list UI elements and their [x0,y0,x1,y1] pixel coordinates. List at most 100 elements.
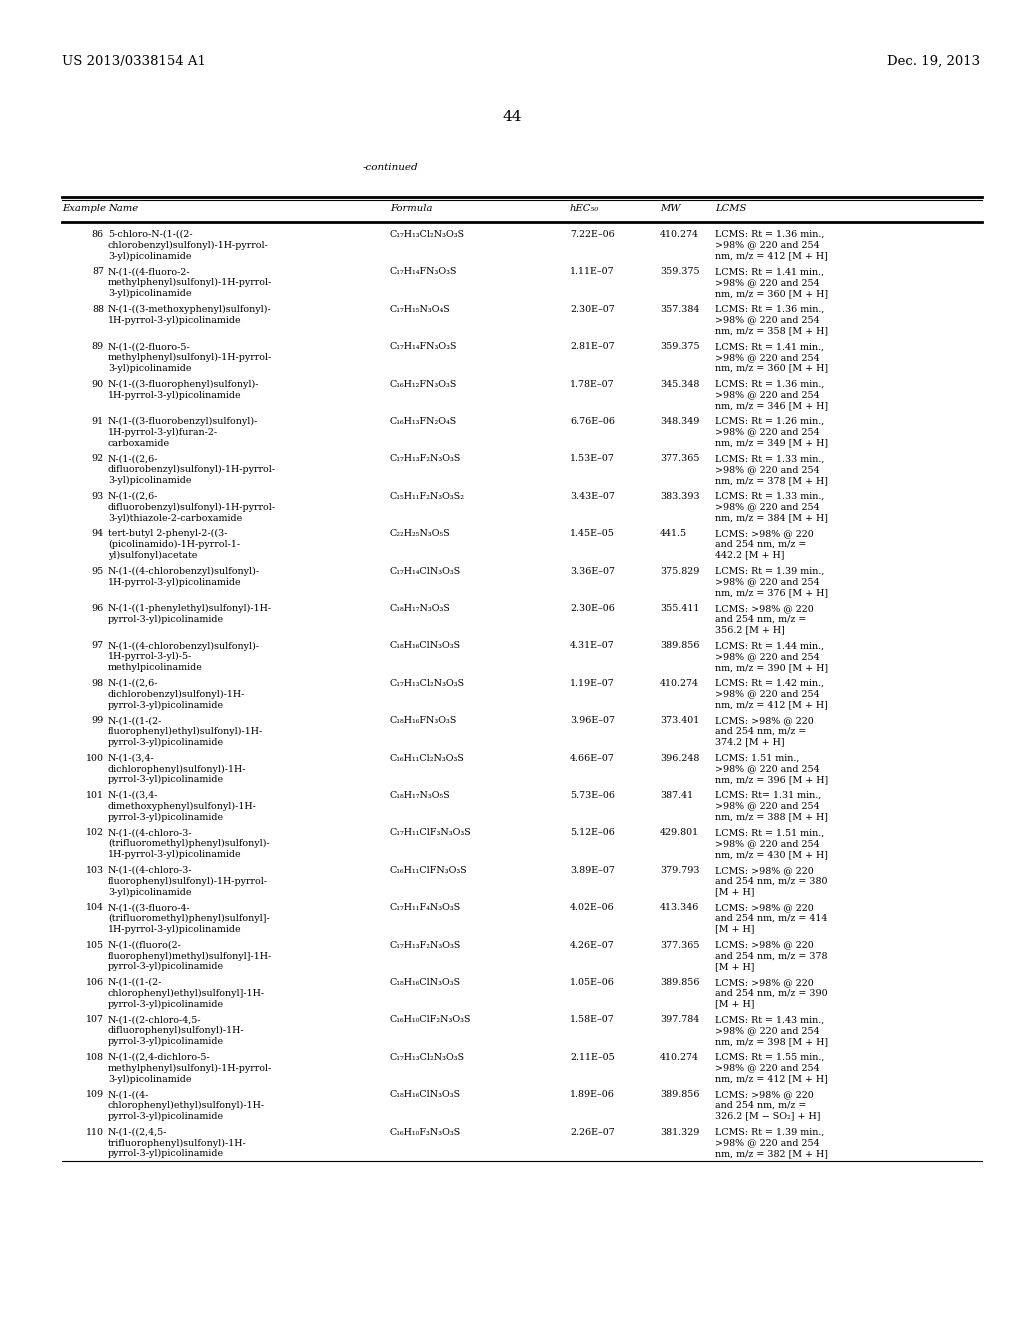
Text: C₁₆H₁₃FN₂O₄S: C₁₆H₁₃FN₂O₄S [390,417,458,426]
Text: LCMS: 1.51 min.,
>98% @ 220 and 254
nm, m/z = 396 [M + H]: LCMS: 1.51 min., >98% @ 220 and 254 nm, … [715,754,828,784]
Text: C₁₆H₁₁Cl₂N₃O₃S: C₁₆H₁₁Cl₂N₃O₃S [390,754,465,763]
Text: C₁₇H₁₁F₄N₃O₃S: C₁₇H₁₁F₄N₃O₃S [390,903,461,912]
Text: 6.76E–06: 6.76E–06 [570,417,615,426]
Text: C₁₇H₁₃Cl₂N₃O₃S: C₁₇H₁₃Cl₂N₃O₃S [390,1053,465,1061]
Text: LCMS: Rt= 1.31 min.,
>98% @ 220 and 254
nm, m/z = 388 [M + H]: LCMS: Rt= 1.31 min., >98% @ 220 and 254 … [715,791,828,821]
Text: 103: 103 [86,866,104,875]
Text: N-(1-((2,6-
difluorobenzyl)sulfonyl)-1H-pyrrol-
3-yl)thiazole-2-carboxamide: N-(1-((2,6- difluorobenzyl)sulfonyl)-1H-… [108,492,276,523]
Text: 98: 98 [92,678,104,688]
Text: 4.02E–06: 4.02E–06 [570,903,614,912]
Text: N-(1-((2-chloro-4,5-
difluorophenyl)sulfonyl)-1H-
pyrrol-3-yl)picolinamide: N-(1-((2-chloro-4,5- difluorophenyl)sulf… [108,1015,245,1047]
Text: C₁₇H₁₄ClN₃O₃S: C₁₇H₁₄ClN₃O₃S [390,566,461,576]
Text: N-(1-((4-chloro-3-
(trifluoromethyl)phenyl)sulfonyl)-
1H-pyrrol-3-yl)picolinamid: N-(1-((4-chloro-3- (trifluoromethyl)phen… [108,829,269,859]
Text: 3.36E–07: 3.36E–07 [570,566,615,576]
Text: US 2013/0338154 A1: US 2013/0338154 A1 [62,55,206,69]
Text: C₁₆H₁₀F₃N₃O₃S: C₁₆H₁₀F₃N₃O₃S [390,1127,461,1137]
Text: LCMS: Rt = 1.51 min.,
>98% @ 220 and 254
nm, m/z = 430 [M + H]: LCMS: Rt = 1.51 min., >98% @ 220 and 254… [715,829,828,859]
Text: LCMS: Rt = 1.39 min.,
>98% @ 220 and 254
nm, m/z = 382 [M + H]: LCMS: Rt = 1.39 min., >98% @ 220 and 254… [715,1127,828,1158]
Text: LCMS: Rt = 1.41 min.,
>98% @ 220 and 254
nm, m/z = 360 [M + H]: LCMS: Rt = 1.41 min., >98% @ 220 and 254… [715,342,828,372]
Text: 89: 89 [92,342,104,351]
Text: N-(1-((2,6-
dichlorobenzyl)sulfonyl)-1H-
pyrrol-3-yl)picolinamide: N-(1-((2,6- dichlorobenzyl)sulfonyl)-1H-… [108,678,246,710]
Text: 377.365: 377.365 [660,454,699,463]
Text: N-(1-((2,4,5-
trifluorophenyl)sulfonyl)-1H-
pyrrol-3-yl)picolinamide: N-(1-((2,4,5- trifluorophenyl)sulfonyl)-… [108,1127,247,1159]
Text: 1.53E–07: 1.53E–07 [570,454,614,463]
Text: 94: 94 [92,529,104,539]
Text: 345.348: 345.348 [660,380,699,388]
Text: 101: 101 [86,791,104,800]
Text: C₁₇H₁₄FN₃O₃S: C₁₇H₁₄FN₃O₃S [390,268,458,276]
Text: 3.43E–07: 3.43E–07 [570,492,614,500]
Text: N-(1-((4-chlorobenzyl)sulfonyl)-
1H-pyrrol-3-yl)-5-
methylpicolinamide: N-(1-((4-chlorobenzyl)sulfonyl)- 1H-pyrr… [108,642,260,672]
Text: hEC₅₀: hEC₅₀ [570,205,599,213]
Text: 410.274: 410.274 [660,230,699,239]
Text: N-(1-((fluoro(2-
fluorophenyl)methyl)sulfonyl]-1H-
pyrrol-3-yl)picolinamide: N-(1-((fluoro(2- fluorophenyl)methyl)sul… [108,941,272,972]
Text: LCMS: Rt = 1.33 min.,
>98% @ 220 and 254
nm, m/z = 378 [M + H]: LCMS: Rt = 1.33 min., >98% @ 220 and 254… [715,454,828,484]
Text: LCMS: Rt = 1.39 min.,
>98% @ 220 and 254
nm, m/z = 376 [M + H]: LCMS: Rt = 1.39 min., >98% @ 220 and 254… [715,566,828,597]
Text: 109: 109 [86,1090,104,1100]
Text: 4.66E–07: 4.66E–07 [570,754,614,763]
Text: MW: MW [660,205,681,213]
Text: 1.78E–07: 1.78E–07 [570,380,614,388]
Text: 389.856: 389.856 [660,1090,699,1100]
Text: 377.365: 377.365 [660,941,699,949]
Text: C₁₇H₁₃Cl₂N₃O₃S: C₁₇H₁₃Cl₂N₃O₃S [390,230,465,239]
Text: -continued: -continued [362,162,418,172]
Text: 99: 99 [92,717,104,725]
Text: 4.26E–07: 4.26E–07 [570,941,614,949]
Text: 5-chloro-N-(1-((2-
chlorobenzyl)sulfonyl)-1H-pyrrol-
3-yl)picolinamide: 5-chloro-N-(1-((2- chlorobenzyl)sulfonyl… [108,230,269,261]
Text: 88: 88 [92,305,104,314]
Text: tert-butyl 2-phenyl-2-((3-
(picolinamido)-1H-pyrrol-1-
yl)sulfonyl)acetate: tert-butyl 2-phenyl-2-((3- (picolinamido… [108,529,240,560]
Text: N-(1-(3,4-
dichlorophenyl)sulfonyl)-1H-
pyrrol-3-yl)picolinamide: N-(1-(3,4- dichlorophenyl)sulfonyl)-1H- … [108,754,247,784]
Text: 379.793: 379.793 [660,866,699,875]
Text: 355.411: 355.411 [660,605,699,612]
Text: 1.19E–07: 1.19E–07 [570,678,614,688]
Text: N-(1-((3-fluoro-4-
(trifluoromethyl)phenyl)sulfonyl]-
1H-pyrrol-3-yl)picolinamid: N-(1-((3-fluoro-4- (trifluoromethyl)phen… [108,903,269,935]
Text: 2.81E–07: 2.81E–07 [570,342,614,351]
Text: Dec. 19, 2013: Dec. 19, 2013 [887,55,980,69]
Text: 2.11E–05: 2.11E–05 [570,1053,614,1061]
Text: 1.45E–05: 1.45E–05 [570,529,614,539]
Text: 95: 95 [92,566,104,576]
Text: 7.22E–06: 7.22E–06 [570,230,614,239]
Text: C₁₈H₁₇N₃O₃S: C₁₈H₁₇N₃O₃S [390,605,451,612]
Text: 441.5: 441.5 [660,529,687,539]
Text: 3.89E–07: 3.89E–07 [570,866,614,875]
Text: 87: 87 [92,268,104,276]
Text: LCMS: >98% @ 220
and 254 nm, m/z =
374.2 [M + H]: LCMS: >98% @ 220 and 254 nm, m/z = 374.2… [715,717,814,747]
Text: 375.829: 375.829 [660,566,699,576]
Text: 104: 104 [86,903,104,912]
Text: 373.401: 373.401 [660,717,699,725]
Text: LCMS: Rt = 1.36 min.,
>98% @ 220 and 254
nm, m/z = 346 [M + H]: LCMS: Rt = 1.36 min., >98% @ 220 and 254… [715,380,828,411]
Text: C₁₇H₁₃F₂N₃O₃S: C₁₇H₁₃F₂N₃O₃S [390,941,462,949]
Text: 359.375: 359.375 [660,268,699,276]
Text: C₁₇H₁₅N₃O₄S: C₁₇H₁₅N₃O₄S [390,305,451,314]
Text: LCMS: >98% @ 220
and 254 nm, m/z = 390
[M + H]: LCMS: >98% @ 220 and 254 nm, m/z = 390 [… [715,978,827,1008]
Text: 2.26E–07: 2.26E–07 [570,1127,614,1137]
Text: 389.856: 389.856 [660,978,699,987]
Text: LCMS: Rt = 1.41 min.,
>98% @ 220 and 254
nm, m/z = 360 [M + H]: LCMS: Rt = 1.41 min., >98% @ 220 and 254… [715,268,828,298]
Text: C₁₅H₁₁F₂N₃O₃S₂: C₁₅H₁₁F₂N₃O₃S₂ [390,492,465,500]
Text: 102: 102 [86,829,104,837]
Text: N-(1-((3-fluorobenzyl)sulfonyl)-
1H-pyrrol-3-yl)furan-2-
carboxamide: N-(1-((3-fluorobenzyl)sulfonyl)- 1H-pyrr… [108,417,258,447]
Text: LCMS: >98% @ 220
and 254 nm, m/z = 414
[M + H]: LCMS: >98% @ 220 and 254 nm, m/z = 414 [… [715,903,827,933]
Text: 86: 86 [92,230,104,239]
Text: 348.349: 348.349 [660,417,699,426]
Text: N-(1-((2,6-
difluorobenzyl)sulfonyl)-1H-pyrrol-
3-yl)picolinamide: N-(1-((2,6- difluorobenzyl)sulfonyl)-1H-… [108,454,276,486]
Text: C₁₆H₁₀ClF₂N₃O₃S: C₁₆H₁₀ClF₂N₃O₃S [390,1015,471,1024]
Text: LCMS: Rt = 1.36 min.,
>98% @ 220 and 254
nm, m/z = 358 [M + H]: LCMS: Rt = 1.36 min., >98% @ 220 and 254… [715,305,828,335]
Text: 410.274: 410.274 [660,1053,699,1061]
Text: LCMS: LCMS [715,205,746,213]
Text: C₁₈H₁₆ClN₃O₃S: C₁₈H₁₆ClN₃O₃S [390,978,461,987]
Text: LCMS: Rt = 1.33 min.,
>98% @ 220 and 254
nm, m/z = 384 [M + H]: LCMS: Rt = 1.33 min., >98% @ 220 and 254… [715,492,828,523]
Text: 110: 110 [86,1127,104,1137]
Text: 413.346: 413.346 [660,903,699,912]
Text: 108: 108 [86,1053,104,1061]
Text: 92: 92 [92,454,104,463]
Text: N-(1-((4-chloro-3-
fluorophenyl)sulfonyl)-1H-pyrrol-
3-yl)picolinamide: N-(1-((4-chloro-3- fluorophenyl)sulfonyl… [108,866,268,896]
Text: 1.58E–07: 1.58E–07 [570,1015,614,1024]
Text: N-(1-((1-(2-
fluorophenyl)ethyl)sulfonyl)-1H-
pyrrol-3-yl)picolinamide: N-(1-((1-(2- fluorophenyl)ethyl)sulfonyl… [108,717,263,747]
Text: 1.11E–07: 1.11E–07 [570,268,614,276]
Text: C₁₈H₁₇N₃O₅S: C₁₈H₁₇N₃O₅S [390,791,451,800]
Text: 5.73E–06: 5.73E–06 [570,791,615,800]
Text: N-(1-((2-fluoro-5-
methylphenyl)sulfonyl)-1H-pyrrol-
3-yl)picolinamide: N-(1-((2-fluoro-5- methylphenyl)sulfonyl… [108,342,272,374]
